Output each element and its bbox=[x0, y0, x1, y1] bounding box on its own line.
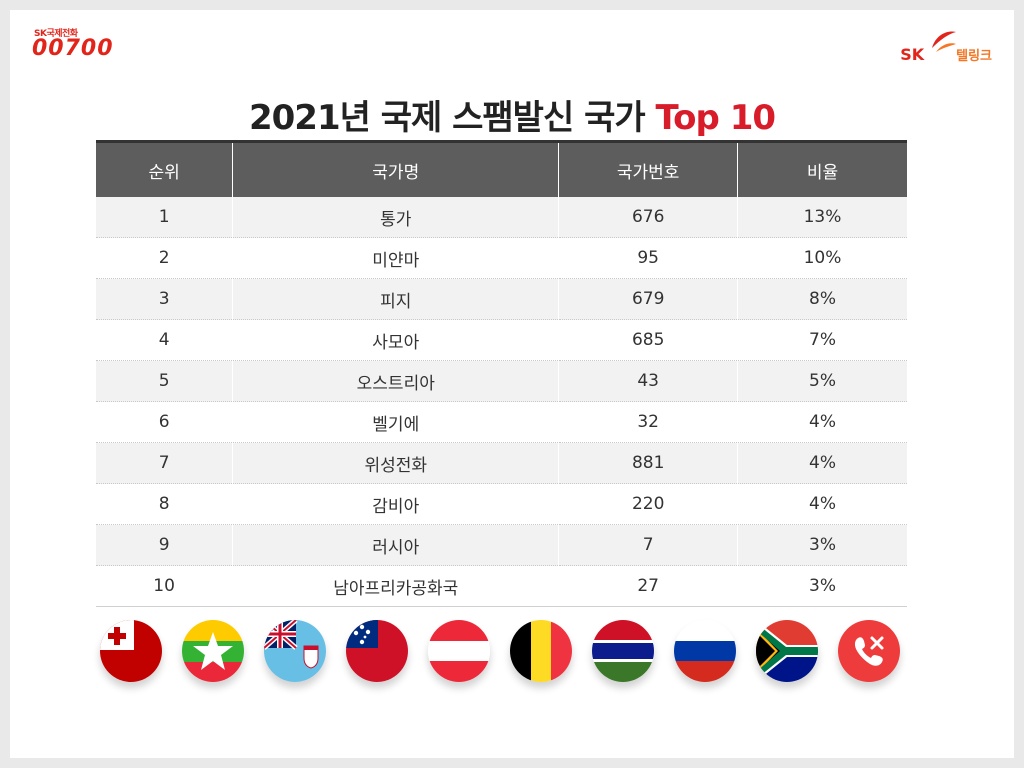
sk-00700-logo: SK국제전화 00700 bbox=[32, 26, 114, 61]
cell-country: 사모아 bbox=[232, 319, 559, 361]
page-title: 2021년 국제 스팸발신 국가 Top 10 bbox=[10, 90, 1014, 139]
cell-ratio: 8% bbox=[737, 278, 907, 320]
cell-rank: 2 bbox=[96, 237, 233, 279]
cell-country: 피지 bbox=[232, 278, 559, 320]
tonga-flag-icon bbox=[100, 620, 162, 682]
table-row: 8 감비아 220 4% bbox=[96, 483, 907, 525]
cell-rank: 3 bbox=[96, 278, 233, 320]
header-rank: 순위 bbox=[96, 140, 233, 197]
cell-code: 32 bbox=[558, 401, 738, 443]
logo-sub-text: SK국제전화 bbox=[34, 29, 78, 39]
cell-rank: 6 bbox=[96, 401, 233, 443]
cell-code: 676 bbox=[558, 197, 738, 238]
cell-country: 미얀마 bbox=[232, 237, 559, 279]
cell-code: 43 bbox=[558, 360, 738, 402]
russia-flag-icon bbox=[674, 620, 736, 682]
title-main: 2021년 국제 스팸발신 국가 bbox=[248, 98, 646, 138]
table-row: 3 피지 679 8% bbox=[96, 278, 907, 320]
header-ratio: 비율 bbox=[737, 140, 907, 197]
cell-country: 감비아 bbox=[232, 483, 559, 525]
gambia-flag-icon bbox=[592, 620, 654, 682]
cell-rank: 8 bbox=[96, 483, 233, 525]
cell-ratio: 13% bbox=[737, 197, 907, 238]
table-row: 10 남아프리카공화국 27 3% bbox=[96, 565, 907, 607]
table-row: 9 러시아 7 3% bbox=[96, 524, 907, 566]
myanmar-flag-icon bbox=[182, 620, 244, 682]
ranking-table: 순위 국가명 국가번호 비율 1 통가 676 13% 2 미얀마 95 10%… bbox=[96, 140, 907, 607]
cell-country: 통가 bbox=[232, 197, 559, 238]
cell-country: 벨기에 bbox=[232, 401, 559, 443]
logo-telink-text: 텔링크 bbox=[956, 49, 992, 64]
cell-country: 러시아 bbox=[232, 524, 559, 566]
cell-code: 95 bbox=[558, 237, 738, 279]
cell-rank: 9 bbox=[96, 524, 233, 566]
austria-flag-icon bbox=[428, 620, 490, 682]
cell-country: 위성전화 bbox=[232, 442, 559, 484]
table-row: 6 벨기에 32 4% bbox=[96, 401, 907, 443]
cell-ratio: 4% bbox=[737, 401, 907, 443]
cell-rank: 7 bbox=[96, 442, 233, 484]
blocked-call-icon bbox=[838, 620, 900, 682]
sk-telink-logo: SK 텔링크 bbox=[900, 26, 992, 64]
cell-rank: 4 bbox=[96, 319, 233, 361]
samoa-flag-icon bbox=[346, 620, 408, 682]
title-accent: Top 10 bbox=[655, 98, 776, 138]
cell-rank: 1 bbox=[96, 197, 233, 238]
table-row: 5 오스트리아 43 5% bbox=[96, 360, 907, 402]
table-row: 2 미얀마 95 10% bbox=[96, 237, 907, 279]
header-code: 국가번호 bbox=[558, 140, 738, 197]
cell-ratio: 5% bbox=[737, 360, 907, 402]
fiji-flag-icon bbox=[264, 620, 326, 682]
cell-code: 27 bbox=[558, 565, 738, 607]
cell-rank: 10 bbox=[96, 565, 233, 607]
cell-ratio: 4% bbox=[737, 442, 907, 484]
cell-ratio: 10% bbox=[737, 237, 907, 279]
cell-ratio: 3% bbox=[737, 565, 907, 607]
sk-wing-icon bbox=[932, 31, 957, 52]
logo-sk-text: SK bbox=[900, 45, 925, 64]
cell-code: 7 bbox=[558, 524, 738, 566]
table-row: 4 사모아 685 7% bbox=[96, 319, 907, 361]
table-row: 1 통가 676 13% bbox=[96, 197, 907, 238]
cell-ratio: 4% bbox=[737, 483, 907, 525]
flag-row bbox=[100, 620, 900, 682]
cell-country: 남아프리카공화국 bbox=[232, 565, 559, 607]
header-country: 국가명 bbox=[232, 140, 559, 197]
cell-code: 685 bbox=[558, 319, 738, 361]
table-header-row: 순위 국가명 국가번호 비율 bbox=[96, 140, 907, 197]
cell-code: 881 bbox=[558, 442, 738, 484]
cell-ratio: 7% bbox=[737, 319, 907, 361]
cell-rank: 5 bbox=[96, 360, 233, 402]
logo-main-text: 00700 bbox=[32, 36, 114, 61]
belgium-flag-icon bbox=[510, 620, 572, 682]
table-row: 7 위성전화 881 4% bbox=[96, 442, 907, 484]
cell-code: 679 bbox=[558, 278, 738, 320]
cell-country: 오스트리아 bbox=[232, 360, 559, 402]
south-africa-flag-icon bbox=[756, 620, 818, 682]
cell-code: 220 bbox=[558, 483, 738, 525]
cell-ratio: 3% bbox=[737, 524, 907, 566]
